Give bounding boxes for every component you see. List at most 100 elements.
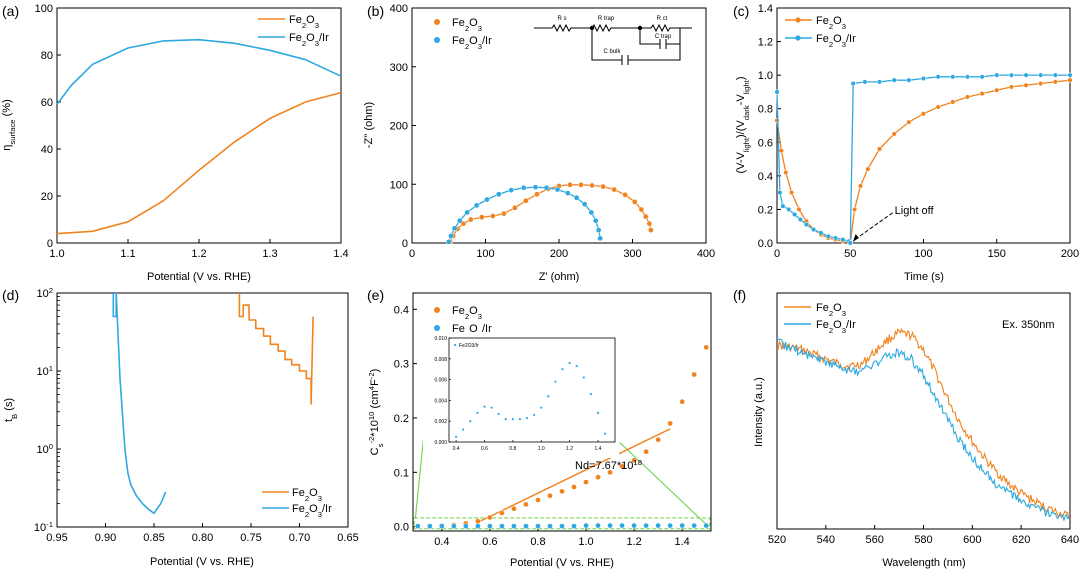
x-tick-label: 100 xyxy=(914,248,932,260)
data-point-fe2o3 xyxy=(667,420,673,427)
data-point-fe2o3-ir xyxy=(667,522,673,529)
data-point-fe2o3-ir xyxy=(520,184,527,191)
x-tick-label: 200 xyxy=(550,248,568,260)
y-tick-label: 1.4 xyxy=(758,3,773,15)
inset-data-point xyxy=(454,435,458,438)
data-point-fe2o3-ir xyxy=(532,184,539,191)
legend-label-fe2o3: Fe2O3 xyxy=(452,17,482,33)
data-point-fe2o3 xyxy=(1038,80,1044,87)
data-point-fe2o3-ir xyxy=(475,523,481,529)
y-tick-label: 400 xyxy=(390,3,408,15)
x-tick-label: 1.0 xyxy=(49,248,64,260)
panel-f: (f) 520 540 560 580 600 620 640 Wavelength (nm) I… xyxy=(733,287,1079,569)
x-tick-label: 0.85 xyxy=(143,532,164,544)
data-point-fe2o3 xyxy=(559,488,565,495)
data-point-fe2o3-ir xyxy=(691,522,698,529)
data-point-fe2o3 xyxy=(643,448,649,455)
data-point-fe2o3-ir xyxy=(935,74,941,80)
inset-data-point xyxy=(596,411,600,414)
inset-data-point xyxy=(554,380,557,383)
data-point-fe2o3-ir xyxy=(655,522,661,529)
y-tick-label: 100 xyxy=(35,3,53,15)
data-point-fe2o3-ir xyxy=(583,522,589,529)
data-point-fe2o3-ir xyxy=(792,211,798,218)
y-tick-label: 0.0 xyxy=(394,522,409,534)
data-point-fe2o3-ir xyxy=(448,233,454,239)
data-point-fe2o3 xyxy=(642,213,649,220)
data-point-fe2o3 xyxy=(607,469,613,476)
data-point-fe2o3-ir xyxy=(818,230,824,236)
data-point-fe2o3-ir xyxy=(607,522,613,529)
x-tick-label: 640 xyxy=(1061,534,1079,546)
x-tick-label: 0 xyxy=(409,248,415,260)
inset-y-tick-label: 0.010 xyxy=(434,336,447,342)
series-line-fe2o3 xyxy=(776,327,1070,519)
data-point-fe2o3 xyxy=(475,518,481,525)
annotation-excitation: Ex. 350nm xyxy=(1002,319,1055,331)
inset-x-tick-label: 0.4 xyxy=(453,446,460,452)
y-tick-label: 300 xyxy=(390,62,408,74)
x-tick-label: 0.70 xyxy=(289,532,310,544)
x-tick-label: 1.4 xyxy=(675,536,690,548)
series-line-fe2o3-ir xyxy=(56,38,342,105)
inset-x-tick-label: 0.8 xyxy=(509,446,516,452)
data-point-fe2o3-ir xyxy=(597,235,604,242)
panel-label: (c) xyxy=(733,3,749,19)
x-tick-label: 1.3 xyxy=(262,248,277,260)
legend-label-fe2o3-ir: Fe2O3/Ir xyxy=(289,32,329,48)
data-point-fe2o3 xyxy=(619,463,625,470)
panel-e: (e) 0.4 0.6 0.8 1.0 1.2 1.4 0.0 0.1 0.2 0.3 0.4 Nd=7… xyxy=(367,287,712,569)
y-tick-label: 100 xyxy=(390,179,408,191)
legend-label-fe2o3: Fe2O3 xyxy=(289,14,319,30)
data-point-fe2o3 xyxy=(774,117,780,124)
data-point-fe2o3-ir xyxy=(774,89,780,95)
inset-frame xyxy=(448,337,616,443)
data-point-fe2o3 xyxy=(796,206,802,212)
data-point-fe2o3 xyxy=(512,204,518,211)
inset-data-point xyxy=(504,418,507,421)
equivalent-circuit-diagram: R s R trap R ct C trap C bulk xyxy=(534,16,692,65)
y-tick-label: 0.4 xyxy=(758,171,773,183)
y-tick-label: 0.1 xyxy=(394,467,409,479)
data-point-fe2o3 xyxy=(877,146,883,152)
data-point-fe2o3-ir xyxy=(850,80,856,87)
inset-x-tick-label: 1.0 xyxy=(538,446,545,452)
circuit-node xyxy=(637,25,643,31)
data-point-fe2o3-ir xyxy=(484,196,490,203)
legend-label-fe2o3-ir: Fe2O3/Ir xyxy=(452,35,492,51)
data-point-fe2o3 xyxy=(852,206,858,212)
data-point-fe2o3-ir xyxy=(833,235,839,241)
data-point-fe2o3 xyxy=(547,492,553,499)
inset-data-point xyxy=(518,418,522,421)
data-point-fe2o3-ir xyxy=(811,227,817,233)
data-point-fe2o3-ir xyxy=(487,523,493,529)
y-tick-label: 0.2 xyxy=(758,204,773,216)
x-tick-label: 1.1 xyxy=(120,248,135,260)
data-point-fe2o3 xyxy=(523,501,529,508)
data-point-fe2o3 xyxy=(478,214,485,220)
data-point-fe2o3-ir xyxy=(451,523,457,529)
data-point-fe2o3-ir xyxy=(1023,72,1029,78)
data-point-fe2o3-ir xyxy=(499,523,505,529)
data-point-fe2o3-ir xyxy=(803,221,809,228)
data-point-fe2o3-ir xyxy=(595,522,601,529)
circuit-resistor-chain xyxy=(534,23,640,33)
y-tick-label: 102 xyxy=(36,286,53,301)
inset-data-point xyxy=(589,393,592,396)
y-axis-label: Intensity (a.u.) xyxy=(753,377,765,447)
inset-plot: 0.4 0.6 0.8 1.0 1.2 1.4 0.000 0.002 0.004 0.006 0.… xyxy=(423,332,619,458)
series-fit-fe2o3 xyxy=(449,184,652,243)
inset-data-point xyxy=(568,361,571,365)
data-point-fe2o3 xyxy=(1067,77,1073,83)
plot-frame xyxy=(412,292,712,532)
data-point-fe2o3 xyxy=(567,181,573,188)
series-line-fe2o3-ir xyxy=(776,337,1070,521)
data-point-fe2o3 xyxy=(679,398,686,405)
legend-marker-fe2o3 xyxy=(434,19,440,25)
circuit-label-rs: R s xyxy=(558,16,567,22)
x-axis-label: Potential (V vs. RHE) xyxy=(147,271,251,283)
legend-label-fe2o3: Fe2O3 xyxy=(292,487,322,503)
inset-data-point xyxy=(525,416,529,420)
data-point-fe2o3 xyxy=(622,191,629,198)
x-axis-label: Time (s) xyxy=(904,271,944,283)
